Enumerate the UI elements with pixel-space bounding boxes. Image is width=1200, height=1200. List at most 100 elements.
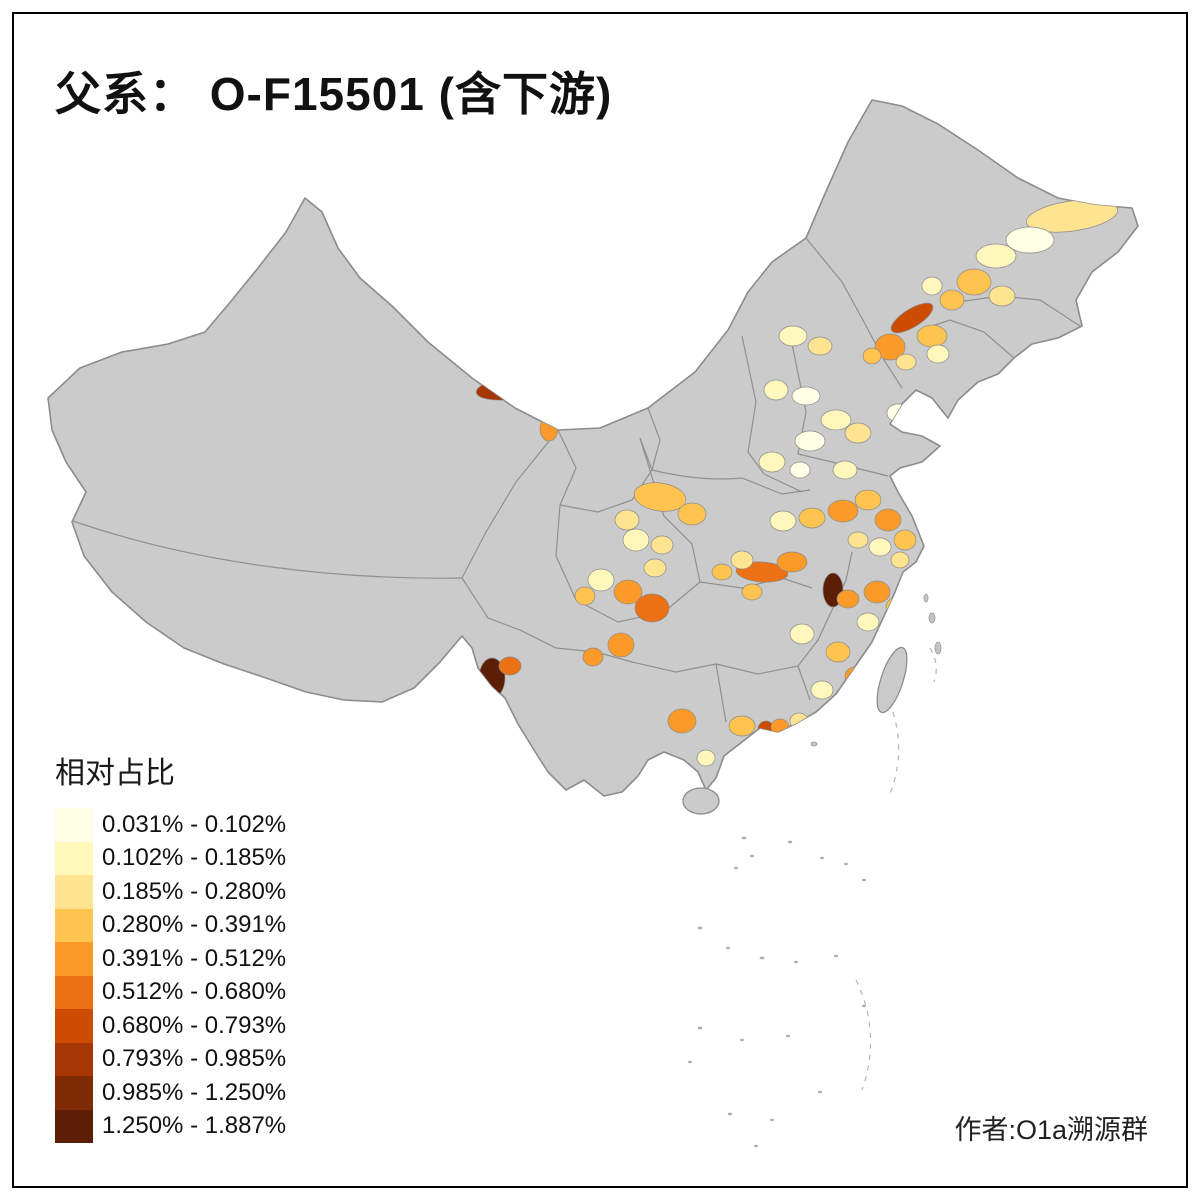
south-china-sea-islets — [688, 836, 866, 1148]
legend-label: 1.250% - 1.887% — [102, 1112, 287, 1140]
legend-swatch — [55, 1109, 93, 1143]
map-region — [730, 550, 754, 570]
map-region — [633, 482, 687, 512]
legend-row: 0.185% - 0.280% — [55, 875, 286, 909]
map-region — [862, 347, 882, 365]
map-region — [539, 416, 559, 442]
map-region — [847, 531, 869, 549]
map-region — [1026, 199, 1118, 233]
legend-swatch — [55, 975, 93, 1009]
map-region — [975, 243, 1017, 269]
map-region — [544, 388, 568, 408]
map-region — [582, 647, 604, 667]
map-region — [810, 680, 834, 700]
legend-swatch — [55, 808, 93, 842]
legend-label: 0.031% - 0.102% — [102, 810, 287, 838]
coastal-islets — [810, 593, 942, 747]
legend-swatch — [55, 1076, 93, 1110]
map-region — [614, 509, 640, 531]
map-region — [844, 422, 872, 444]
legend-swatch — [55, 875, 93, 909]
map-region — [476, 373, 556, 401]
map-region — [789, 712, 809, 730]
china-outline — [47, 99, 1139, 797]
map-region — [1005, 226, 1055, 254]
map-region — [807, 336, 833, 356]
map-region — [820, 409, 852, 431]
map-region — [770, 718, 790, 736]
map-region — [613, 579, 643, 605]
map-region — [791, 386, 821, 406]
map-region — [921, 276, 943, 296]
legend-label: 0.985% - 1.250% — [102, 1078, 287, 1106]
map-region — [711, 563, 733, 581]
map-region — [769, 510, 797, 532]
map-region — [794, 430, 826, 452]
taiwan-island — [876, 646, 908, 714]
map-region — [893, 529, 917, 551]
map-region — [798, 507, 826, 529]
legend-row: 1.250% - 1.887% — [55, 1109, 287, 1143]
map-region — [825, 641, 851, 663]
legend-swatch — [55, 841, 93, 875]
map-region — [643, 558, 667, 578]
map-region — [763, 379, 789, 401]
legend-label: 0.512% - 0.680% — [102, 978, 287, 1006]
legend-row: 0.985% - 1.250% — [55, 1076, 286, 1110]
map-region — [854, 489, 882, 511]
map-region — [868, 537, 892, 557]
legend-row: 0.391% - 0.512% — [55, 942, 286, 976]
map-region — [696, 749, 716, 767]
legend-row: 0.680% - 0.793% — [55, 1009, 286, 1043]
map-region — [890, 302, 934, 334]
map-region — [587, 568, 615, 592]
legend-swatch — [55, 1042, 93, 1076]
map-region — [776, 551, 808, 573]
map-region — [988, 285, 1016, 307]
hainan-island — [682, 787, 720, 815]
sea-boundary-arcs — [855, 647, 937, 1091]
map-region — [895, 353, 917, 371]
map-region — [498, 656, 522, 676]
map-region — [844, 666, 866, 686]
legend-title: 相对占比 — [55, 757, 175, 790]
map-region — [885, 596, 909, 618]
map-region — [926, 344, 950, 364]
legend-row: 0.512% - 0.680% — [55, 975, 287, 1009]
map-region — [667, 708, 697, 734]
legend-row: 0.031% - 0.102% — [55, 808, 286, 842]
map-region — [890, 551, 910, 569]
map-region — [874, 508, 902, 532]
legend-row: 0.102% - 0.185% — [55, 841, 287, 875]
map-region — [634, 593, 670, 623]
legend-label: 0.102% - 0.185% — [102, 844, 287, 872]
legend-label: 0.793% - 0.985% — [102, 1045, 287, 1073]
legend-entries: 0.031% - 0.102% 0.102% - 0.185% 0.185% - 0… — [55, 808, 286, 1143]
map-region — [778, 325, 808, 347]
map-region — [574, 586, 596, 606]
map-region — [677, 502, 707, 526]
legend-swatch — [55, 908, 93, 942]
map-region — [836, 589, 860, 609]
map-region — [622, 528, 650, 552]
legend-swatch — [55, 942, 93, 976]
map-region — [856, 612, 880, 632]
map-region — [939, 289, 965, 311]
legend-label: 0.280% - 0.391% — [102, 911, 287, 939]
legend-label: 0.391% - 0.512% — [102, 944, 287, 972]
map-region — [758, 451, 786, 473]
map-region — [877, 625, 897, 643]
legend-row: 0.793% - 0.985% — [55, 1042, 287, 1076]
legend-label: 0.185% - 0.280% — [102, 877, 287, 905]
legend: 相对占比 0.031% - 0.102% 0.102% - 0.185% 0.185… — [55, 748, 286, 1143]
map-region — [827, 499, 859, 523]
map-region — [741, 583, 763, 601]
page-title: 父系： O-F15501 (含下游) — [55, 68, 613, 120]
map-region — [874, 333, 906, 361]
map-region — [863, 580, 891, 604]
map-region — [650, 535, 674, 555]
map-region — [728, 715, 756, 737]
legend-label: 0.680% - 0.793% — [102, 1011, 287, 1039]
